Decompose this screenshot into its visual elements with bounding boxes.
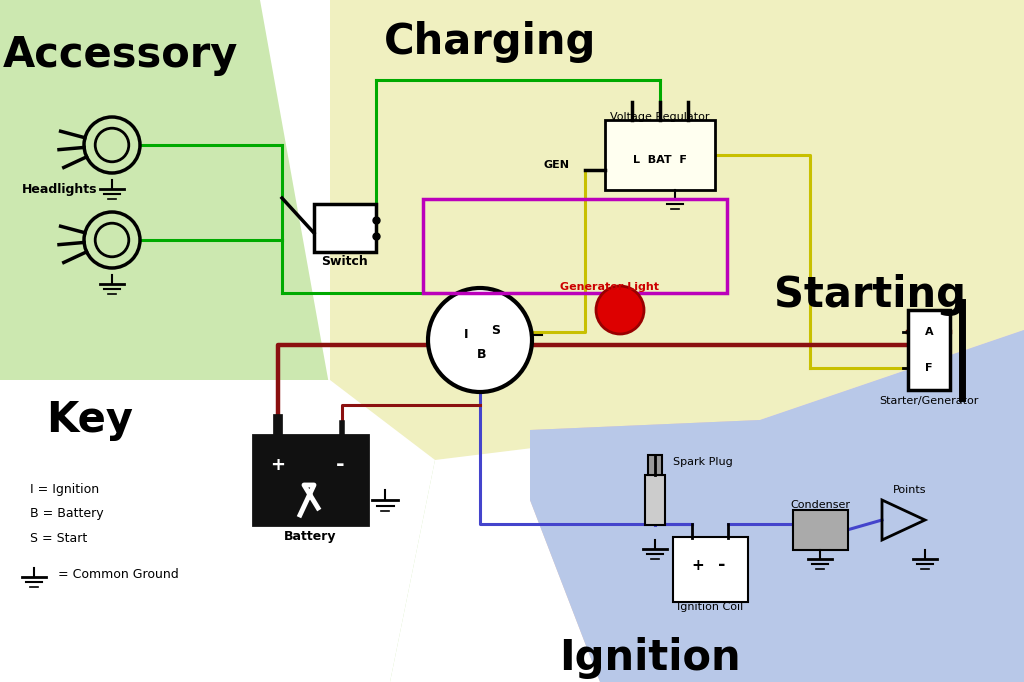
Text: Switch: Switch xyxy=(322,255,369,268)
Text: Spark Plug: Spark Plug xyxy=(673,457,733,467)
Bar xyxy=(253,435,368,525)
Bar xyxy=(793,510,848,550)
Text: A: A xyxy=(925,327,933,337)
Text: GEN: GEN xyxy=(544,160,570,170)
Text: -: - xyxy=(718,556,726,574)
Text: Starting: Starting xyxy=(774,274,966,316)
Polygon shape xyxy=(260,0,1024,460)
Text: I = Ignition: I = Ignition xyxy=(30,484,99,496)
Text: Starter/Generator: Starter/Generator xyxy=(880,396,979,406)
Text: +: + xyxy=(270,456,286,474)
Bar xyxy=(673,537,748,602)
Text: Battery: Battery xyxy=(284,530,336,543)
Bar xyxy=(423,199,727,293)
Text: Accessory: Accessory xyxy=(2,34,238,76)
Text: Ignition Coil: Ignition Coil xyxy=(677,602,743,612)
Text: Ignition: Ignition xyxy=(559,637,740,679)
Text: Voltage Regulator: Voltage Regulator xyxy=(610,112,710,122)
Text: Charging: Charging xyxy=(384,21,596,63)
Text: Key: Key xyxy=(46,399,133,441)
Polygon shape xyxy=(0,0,435,682)
Bar xyxy=(314,204,376,252)
Text: S = Start: S = Start xyxy=(30,531,87,544)
Text: Condenser: Condenser xyxy=(790,500,850,510)
Polygon shape xyxy=(530,330,1024,682)
Polygon shape xyxy=(390,330,1024,682)
Text: +: + xyxy=(691,557,705,572)
Circle shape xyxy=(596,286,644,334)
Text: Generator Light: Generator Light xyxy=(560,282,659,292)
Bar xyxy=(908,310,950,390)
Text: I: I xyxy=(464,329,468,342)
Bar xyxy=(605,120,715,190)
Text: Points: Points xyxy=(893,485,927,495)
Text: Headlights: Headlights xyxy=(22,183,97,196)
Text: F: F xyxy=(926,363,933,373)
Text: B = Battery: B = Battery xyxy=(30,507,103,520)
Polygon shape xyxy=(0,380,435,682)
Text: S: S xyxy=(492,323,501,336)
Bar xyxy=(648,455,662,475)
Circle shape xyxy=(428,288,532,392)
Text: B: B xyxy=(477,348,486,361)
Bar xyxy=(645,475,665,525)
Text: = Common Ground: = Common Ground xyxy=(58,569,179,582)
Text: L  BAT  F: L BAT F xyxy=(633,155,687,165)
Text: -: - xyxy=(336,455,344,475)
